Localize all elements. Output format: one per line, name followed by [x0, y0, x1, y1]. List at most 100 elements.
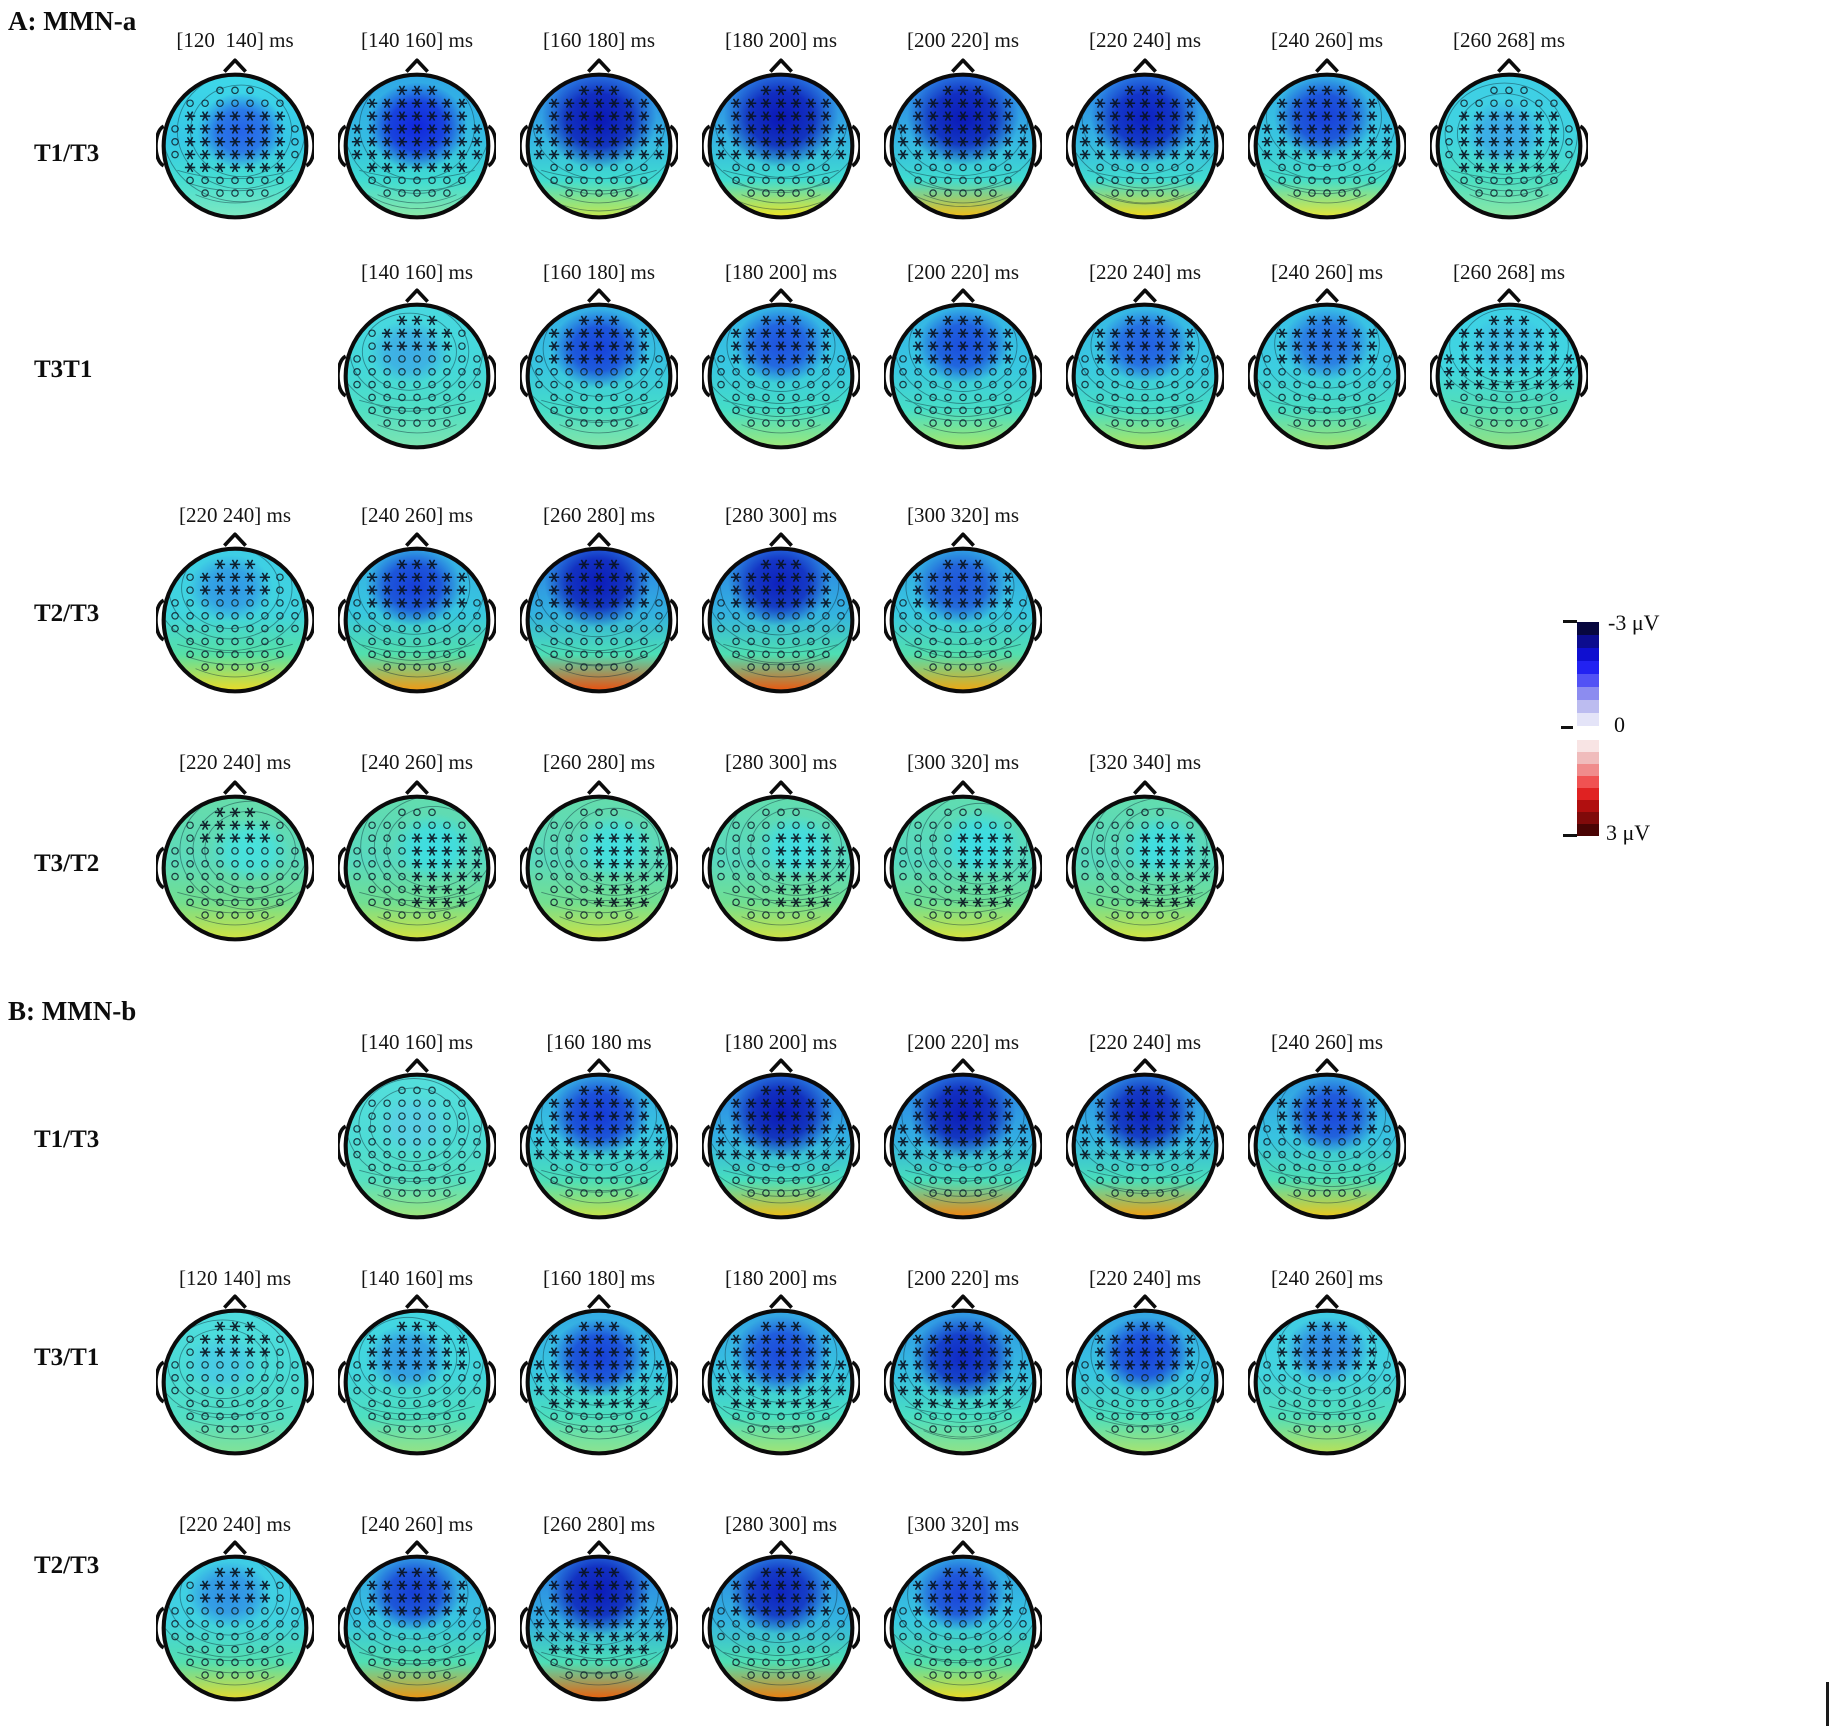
significant-electrode-asterisk: [1169, 1334, 1181, 1345]
topomap-svg: [882, 780, 1044, 942]
significant-electrode-asterisk: [1336, 341, 1348, 351]
electrode-circle: [261, 1386, 269, 1395]
topomap-svg: [700, 1540, 862, 1702]
significant-electrode-asterisk: [1336, 1124, 1348, 1134]
electrode-circle: [1004, 380, 1012, 389]
electrode-circle: [1096, 1399, 1104, 1408]
significant-electrode-asterisk: [623, 1347, 635, 1357]
significant-electrode-asterisk: [411, 328, 423, 339]
significant-electrode-asterisk: [1458, 328, 1470, 339]
significant-electrode-asterisk: [563, 341, 575, 351]
electrode-circle: [959, 1645, 967, 1654]
significant-electrode-asterisk: [548, 1360, 560, 1370]
electrode-circle: [398, 1099, 406, 1108]
electrode-circle: [762, 663, 770, 671]
significant-electrode-asterisk: [593, 1631, 605, 1642]
electrode-circle: [807, 911, 815, 919]
significant-electrode-asterisk: [548, 598, 560, 608]
electrode-circle: [625, 1671, 633, 1679]
colorbar-step: [1577, 752, 1599, 764]
scalp-field-blob: [210, 817, 290, 882]
electrode-circle: [777, 189, 785, 197]
significant-electrode-asterisk: [760, 1606, 772, 1616]
electrode-circle: [974, 637, 982, 646]
electrode-circle: [747, 1412, 755, 1421]
electrode-circle: [580, 911, 588, 919]
electrode-circle: [216, 663, 224, 671]
significant-electrode-asterisk: [1124, 1347, 1136, 1357]
electrode-circle: [1156, 1176, 1164, 1185]
significant-electrode-asterisk: [623, 1580, 635, 1591]
significant-electrode-asterisk: [927, 1124, 939, 1134]
electrode-circle: [974, 911, 982, 919]
significant-electrode-asterisk: [942, 1385, 954, 1396]
significant-electrode-asterisk: [259, 820, 271, 831]
electrode-circle: [1096, 380, 1104, 389]
electrode-circle: [1353, 176, 1361, 185]
electrode-circle: [1323, 1163, 1331, 1172]
electrode-circle: [201, 637, 209, 646]
colorbar-step: [1577, 800, 1599, 812]
electrode-circle: [762, 1176, 770, 1185]
electrode-circle: [383, 650, 391, 659]
electrode-circle: [1353, 189, 1361, 197]
electrode-circle: [929, 393, 937, 402]
significant-electrode-asterisk: [623, 598, 635, 608]
electrode-circle: [186, 637, 194, 646]
electrode-circle: [989, 1671, 997, 1679]
electrode-circle: [171, 1607, 179, 1615]
significant-electrode-asterisk: [760, 98, 772, 109]
ear-left-icon: [336, 124, 347, 168]
electrode-circle: [1004, 650, 1012, 659]
significant-electrode-asterisk: [1336, 136, 1348, 147]
significant-electrode-asterisk: [760, 1372, 772, 1383]
electrode-circle: [762, 1412, 770, 1421]
electrode-circle: [717, 1632, 725, 1641]
significant-electrode-asterisk: [957, 1360, 969, 1370]
significant-electrode-asterisk: [1139, 1111, 1151, 1121]
significant-electrode-asterisk: [987, 1347, 999, 1357]
electrode-circle: [747, 1425, 755, 1433]
electrode-circle: [777, 393, 785, 402]
significant-electrode-asterisk: [199, 585, 211, 595]
significant-electrode-asterisk: [426, 1334, 438, 1345]
contour-lines: [723, 798, 851, 926]
significant-electrode-asterisk: [957, 871, 969, 882]
electrode-circle: [974, 393, 982, 402]
electrode-circle: [732, 898, 740, 907]
significant-electrode-asterisk: [229, 1347, 241, 1357]
significant-electrode-asterisk: [1518, 136, 1530, 147]
significant-electrode-asterisk: [351, 124, 363, 134]
topomap: [518, 780, 680, 955]
significant-electrode-asterisk: [396, 1580, 408, 1591]
significant-electrode-asterisk: [456, 98, 468, 109]
significant-electrode-asterisk: [730, 124, 742, 134]
time-window-label: [160 180] ms: [543, 1266, 655, 1290]
electrode-circle: [383, 1412, 391, 1421]
significant-electrode-asterisk: [987, 897, 999, 908]
topomap: [154, 780, 316, 955]
significant-electrode-asterisk: [972, 833, 984, 843]
electrode-markers: [353, 808, 483, 919]
electrode-circle: [1475, 189, 1483, 197]
colorbar-step: [1577, 713, 1599, 726]
electrode-circle: [1323, 1150, 1331, 1159]
significant-electrode-asterisk: [1276, 1334, 1288, 1345]
significant-electrode-asterisk: [897, 1124, 909, 1134]
significant-electrode-asterisk: [1169, 341, 1181, 351]
significant-electrode-asterisk: [623, 1334, 635, 1345]
significant-electrode-asterisk: [1548, 124, 1560, 134]
electrode-circle: [413, 355, 421, 363]
electrode-circle: [959, 406, 967, 415]
electrode-circle: [565, 1163, 573, 1172]
significant-electrode-asterisk: [760, 1124, 772, 1134]
significant-electrode-asterisk: [563, 149, 575, 160]
electrode-circle: [1338, 163, 1346, 172]
significant-electrode-asterisk: [790, 858, 802, 869]
electrode-circle: [246, 872, 254, 881]
electrode-circle: [717, 624, 725, 633]
electrode-circle: [1383, 1150, 1391, 1159]
significant-electrode-asterisk: [775, 315, 787, 326]
electrode-circle: [368, 393, 376, 402]
significant-electrode-asterisk: [745, 1360, 757, 1370]
